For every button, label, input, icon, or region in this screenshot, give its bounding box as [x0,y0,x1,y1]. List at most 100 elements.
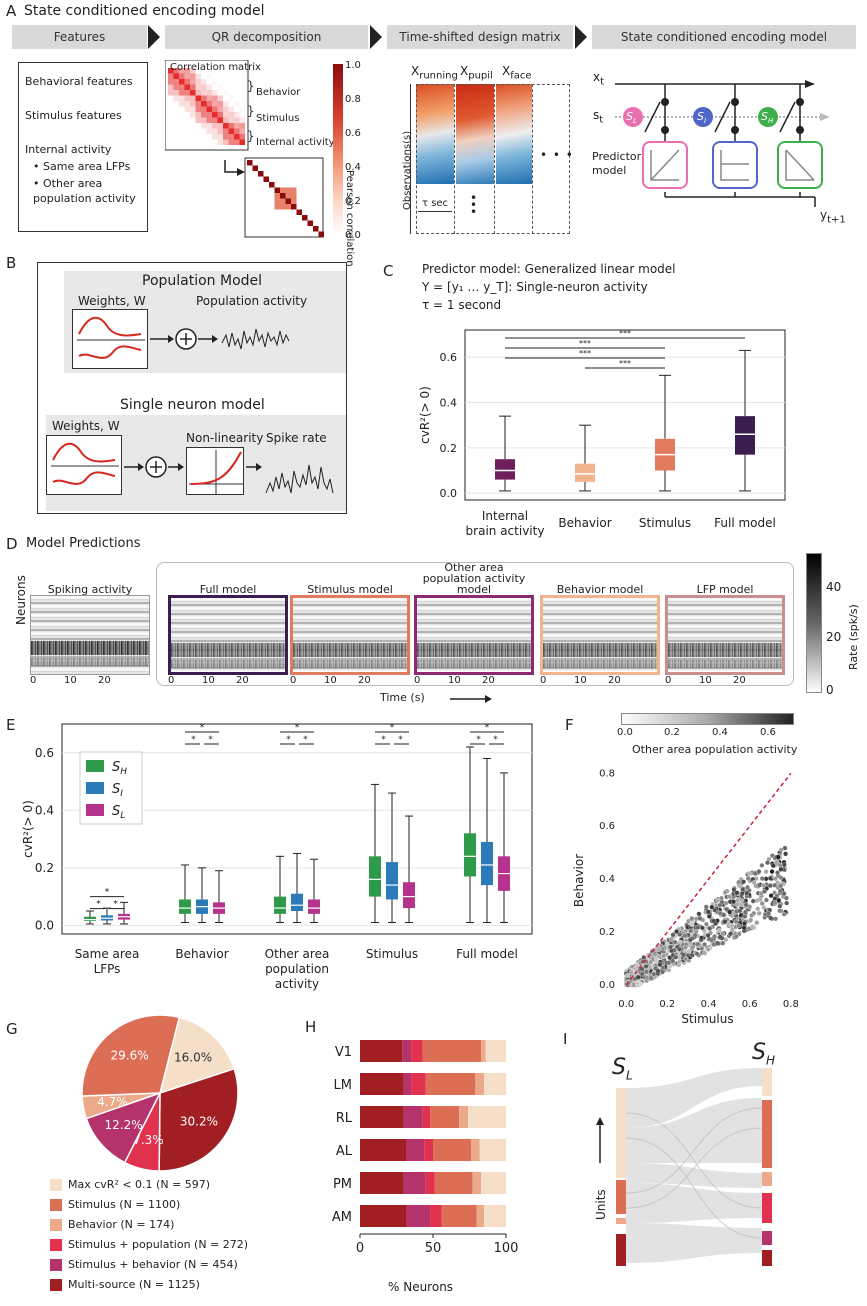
corr-cell [217,117,223,123]
scatter-point [648,959,654,965]
single-flow-icon [124,456,334,494]
scatter-point [668,937,674,942]
corr-cell [206,101,212,107]
corr-cell [239,106,245,112]
time-xlabel: Time (s) [380,691,425,704]
corr-cell [280,198,286,204]
category-label: Stimulus [366,947,418,961]
scatter-point [694,951,700,957]
prediction-map-title: Spiking activity [47,583,133,596]
scatter-point [670,958,676,964]
bar-segment [430,1205,442,1227]
scatter-point [766,911,772,916]
corr-cell [239,79,245,85]
bar-segment [406,1205,431,1227]
corr-cell [228,106,234,112]
corr-cell [184,117,190,123]
scatter-point [702,950,708,956]
predictor-model-label: Predictor model [592,150,642,177]
corr-cell [173,79,179,85]
corr-cell [206,128,212,134]
corr-cell [212,101,218,107]
corr-cell [173,128,179,134]
corr-cell [234,90,240,96]
corr-cell [201,112,207,118]
corr-cell [201,79,207,85]
plot-frame [464,329,786,501]
scatter-point [688,928,694,934]
scatter-point [778,866,784,872]
y-tick-label: 0.4 [599,874,615,885]
header-qr: QR decomposition [165,25,368,49]
corr-cell [179,106,185,112]
scatter-point [689,916,695,921]
heatmap-dark-band [293,660,407,668]
corr-cell [173,73,179,79]
corr-diag-cell [252,165,258,171]
corr-cell [280,204,286,210]
legend-item: Multi-source (N = 1125) [50,1278,330,1298]
pop-model-title: Population Model [142,273,263,289]
corr-cell [228,68,234,74]
corr-cbar-tick: 1.0 [345,60,361,71]
corr-cell [206,139,212,145]
legend-swatch [50,1279,62,1291]
prediction-heatmap [665,595,785,675]
scatter-point [777,908,783,914]
scatter-point [761,888,767,894]
scatter-point [692,932,698,938]
identity-line [625,772,792,986]
significance-star: * [390,723,395,733]
scatter-point [677,946,682,952]
corr-cell [201,139,207,145]
corr-cell [228,90,234,96]
corr-cell [168,101,174,107]
bar-segment [434,1172,473,1194]
corr-cell [217,123,223,129]
corr-diag-cell [318,231,324,237]
scatter-point [748,917,754,923]
x-tick: 0 [290,675,297,686]
corr-cell [212,112,218,118]
corr-cell [239,123,245,129]
panel-b-frame: Population Model Weights, W Population a… [37,262,347,514]
scatter-point [731,899,736,905]
panel-e-label: E [6,716,16,734]
significance-star: * [286,735,291,745]
corr-cell [190,90,196,96]
scatter-point [768,893,774,899]
x-tick-label: 0 [356,1241,364,1256]
corr-cell [291,198,297,204]
bar-segment [476,1205,485,1227]
corr-cell [173,68,179,74]
corr-cell [217,134,223,140]
scatter-point [705,946,711,952]
scatter-point [772,900,778,906]
heatmap-dark-band [668,660,782,668]
corr-cell [168,112,174,118]
corr-cell [184,101,190,107]
corr-cell [168,123,174,129]
nonlinearity-curve-icon [189,450,243,494]
corr-cell [184,134,190,140]
corr-cell [195,73,201,79]
scatter-point [775,880,781,886]
scatter-point [682,956,688,962]
scatter-point [769,869,775,875]
corr-cell [223,139,229,145]
scatter-point [699,935,704,941]
scatter-point [689,921,695,927]
x-tick: 10 [448,675,461,686]
feature-other-area: • Other area population activity [33,177,136,205]
significance-stars: *** [579,349,591,358]
corr-diag-cell [285,198,291,204]
heatmap-dark-band [417,643,531,657]
corr-cell [234,123,240,129]
category-label: LFPs [94,962,121,976]
corr-cell [223,95,229,101]
corr-cell [179,112,185,118]
legend-item: Stimulus (N = 1100) [50,1198,330,1218]
scatter-point [635,974,641,980]
scatter-point [741,921,747,927]
bar-segment [424,1139,433,1161]
